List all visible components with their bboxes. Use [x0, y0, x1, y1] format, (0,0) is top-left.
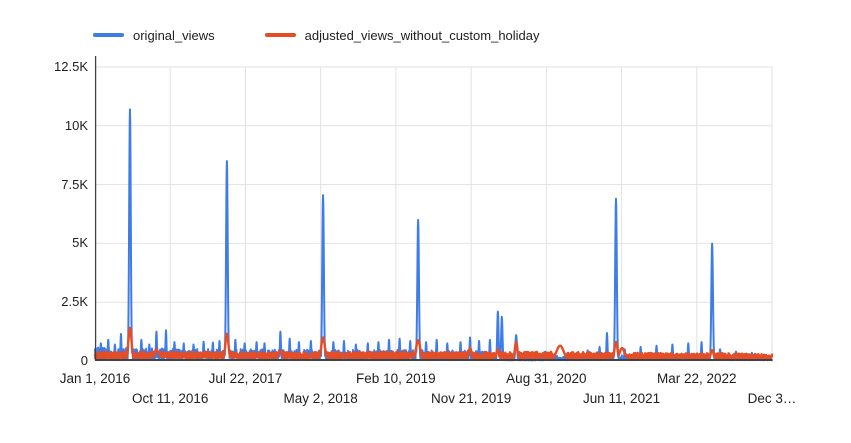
- legend-label: adjusted_views_without_custom_holiday: [304, 27, 540, 43]
- x-axis-label: Jan 1, 2016: [59, 371, 131, 386]
- x-axis-label: Jun 11, 2021: [583, 391, 661, 406]
- legend-item-adjusted-views[interactable]: adjusted_views_without_custom_holiday: [264, 27, 540, 43]
- x-axis-label: Feb 10, 2019: [356, 371, 436, 386]
- x-axis-label: Aug 31, 2020: [506, 371, 587, 386]
- legend-line-swatch-blue: [93, 33, 124, 37]
- y-axis-label: 5K: [72, 235, 88, 251]
- x-axis-label: Dec 3…: [747, 391, 797, 406]
- plot-svg[interactable]: [93, 56, 774, 362]
- y-axis-label: 0: [80, 353, 88, 368]
- y-axis-label: 10K: [64, 117, 88, 133]
- legend-label: original_views: [133, 27, 215, 43]
- y-axis-label: 2.5K: [61, 294, 88, 310]
- legend-item-original-views[interactable]: original_views: [93, 28, 215, 43]
- y-axis-label: 7.5K: [61, 176, 88, 192]
- x-axis-label: Oct 11, 2016: [132, 391, 209, 406]
- legend-line-swatch-orange: [264, 33, 296, 37]
- x-axis-label: Jul 22, 2017: [208, 371, 283, 386]
- x-axis-label: May 2, 2018: [283, 391, 358, 406]
- x-axis-label: Nov 21, 2019: [430, 391, 512, 406]
- chart-legend: original_views adjusted_views_without_cu…: [93, 27, 540, 43]
- y-axis-label: 12.5K: [54, 59, 88, 74]
- x-axis-label: Mar 22, 2022: [657, 371, 737, 386]
